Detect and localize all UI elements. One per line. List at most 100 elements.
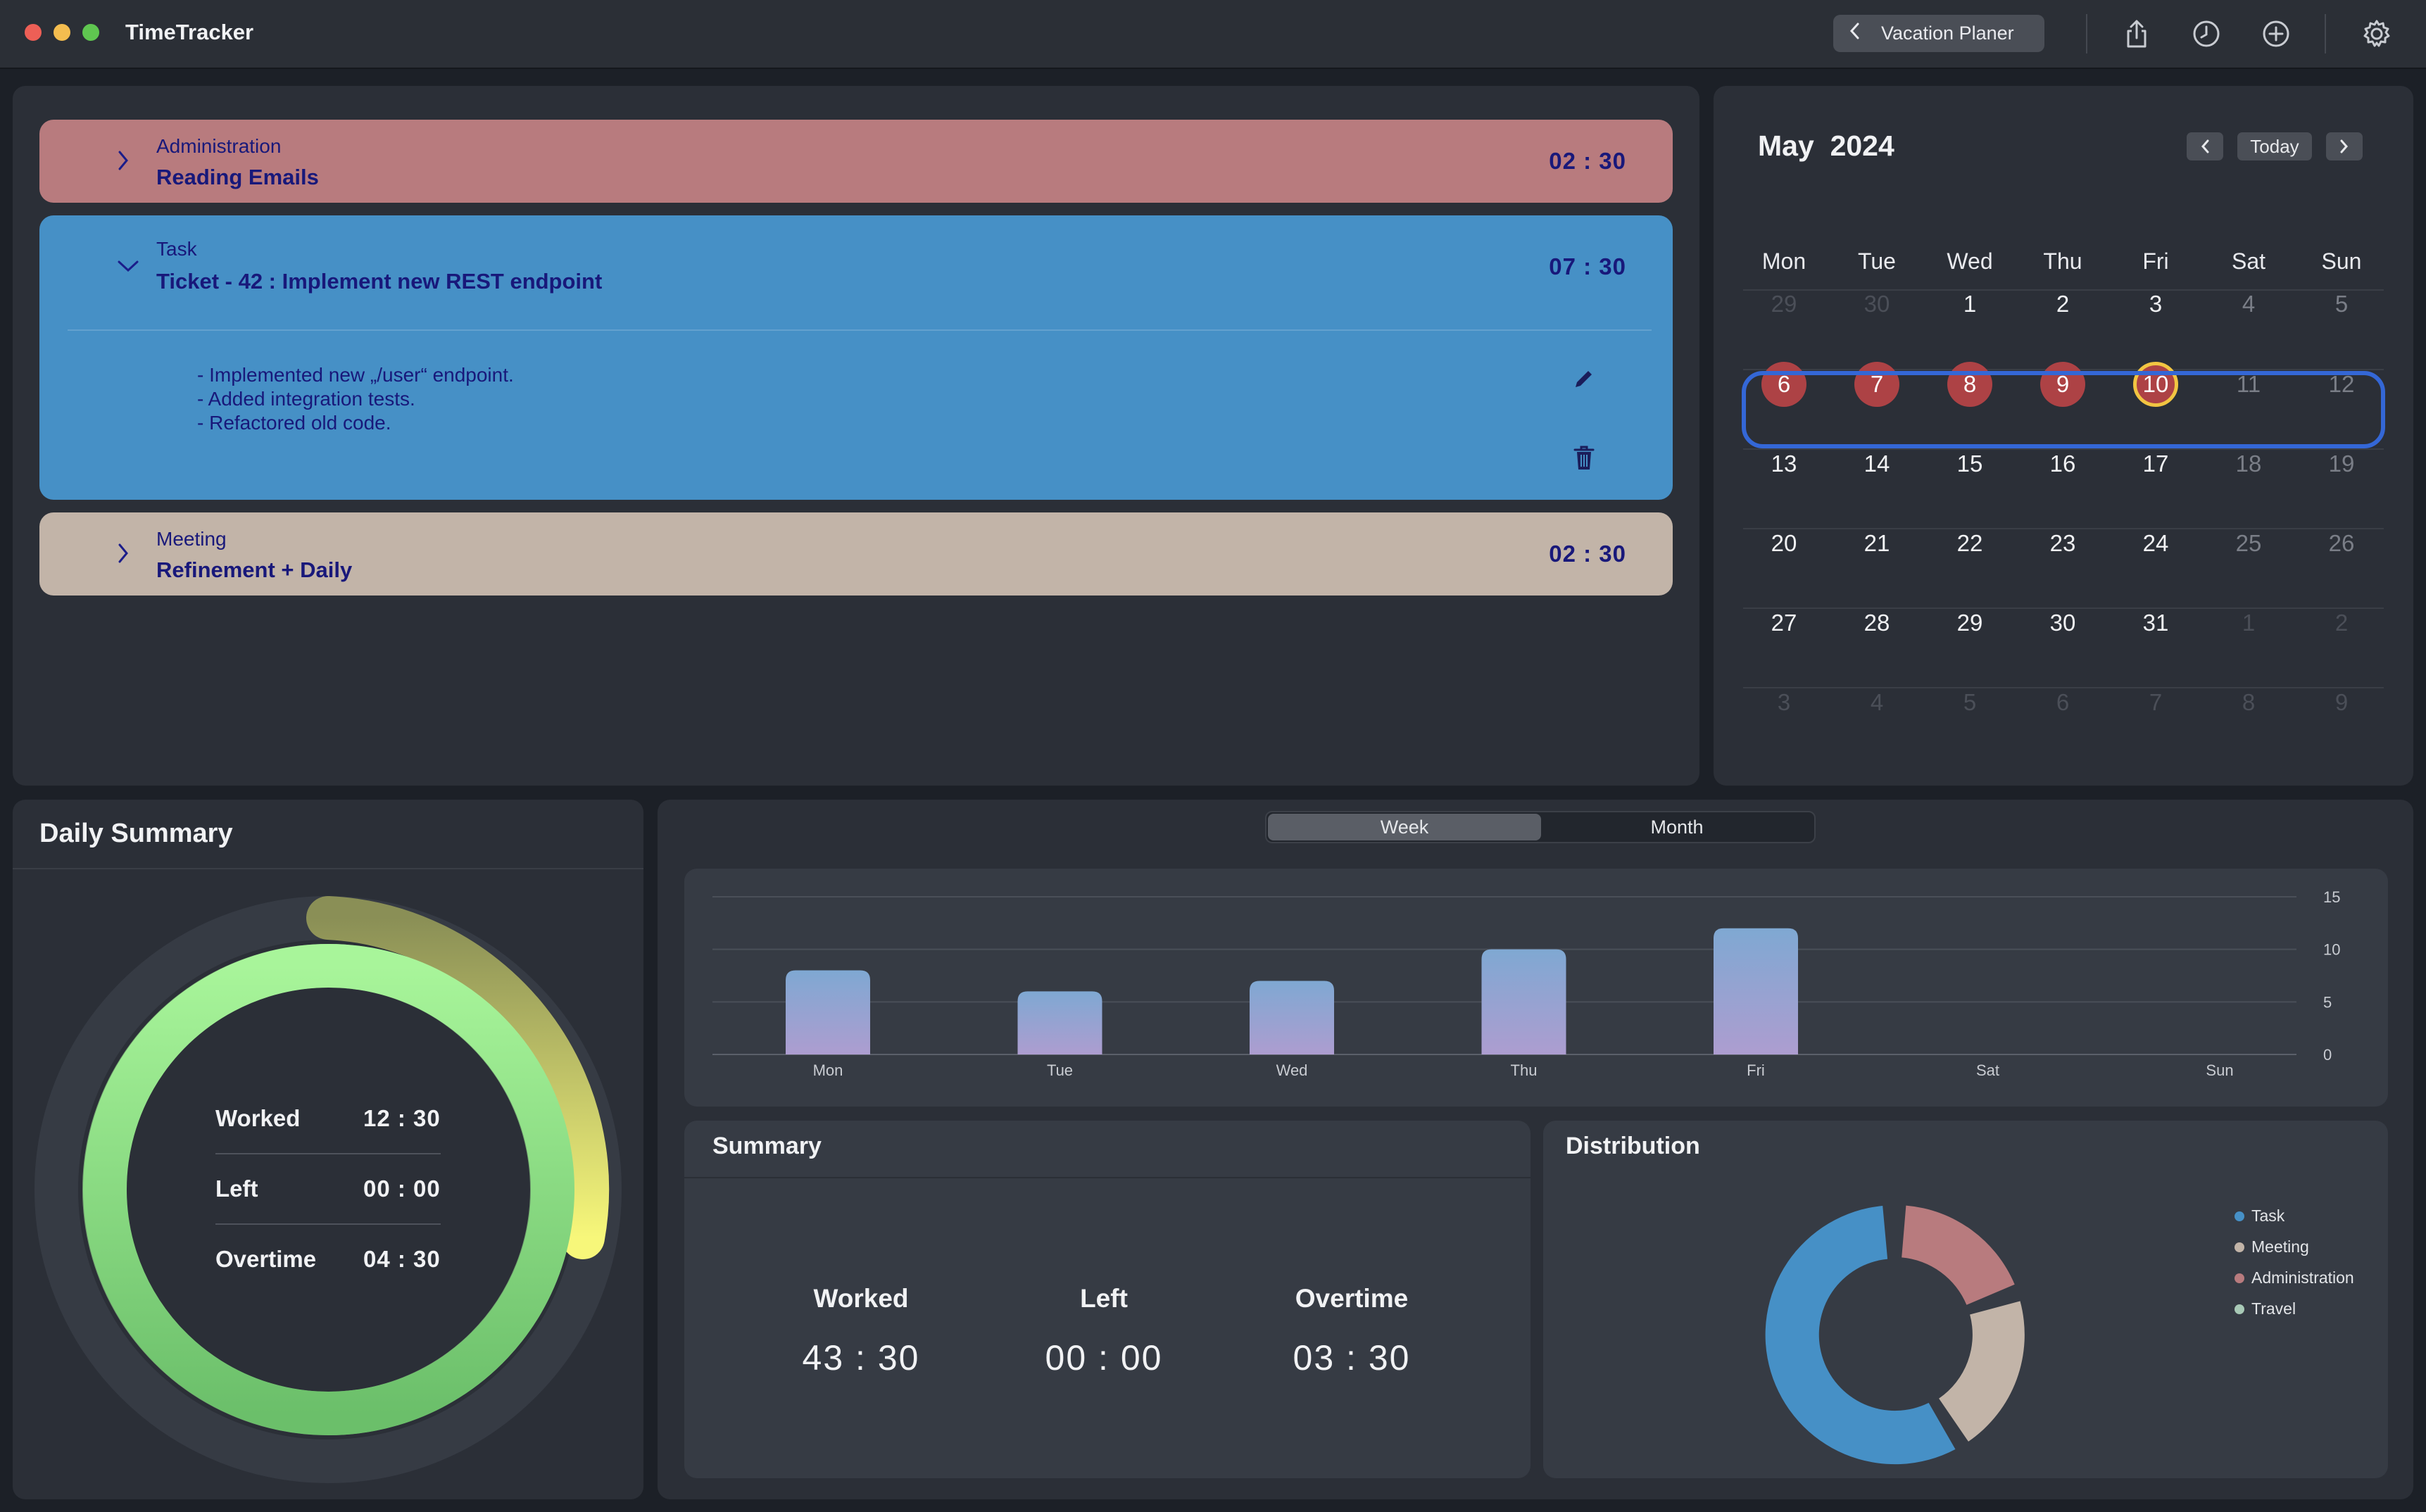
calendar-day[interactable]: 9 [2334, 689, 2349, 715]
entry-notes: - Implemented new „/user“ endpoint. - Ad… [197, 363, 514, 435]
calendar-day[interactable]: 9 [2016, 360, 2109, 409]
chart-bar-fri[interactable] [1714, 928, 1798, 1054]
calendar-day[interactable]: 19 [2328, 451, 2355, 477]
close-window-button[interactable] [25, 24, 42, 41]
calendar-month: May [1758, 130, 1814, 162]
entry-meeting[interactable]: Meeting Refinement + Daily 02 : 30 [39, 512, 1673, 596]
calendar-day[interactable]: 16 [2049, 451, 2076, 477]
calendar-row-divider [1743, 528, 2384, 529]
calendar-day[interactable]: 3 [1777, 689, 1791, 715]
calendar-day[interactable]: 2 [2056, 291, 2070, 317]
share-icon[interactable] [2118, 15, 2155, 52]
calendar-day[interactable]: 10 [2109, 360, 2202, 409]
y-tick-label: 10 [2323, 941, 2340, 959]
x-tick-label: Mon [813, 1061, 843, 1079]
vacation-planer-back-button[interactable]: Vacation Planer [1833, 15, 2044, 52]
chart-bar-wed[interactable] [1250, 981, 1334, 1054]
calendar-day[interactable]: 12 [2328, 371, 2355, 397]
calendar-day[interactable]: 28 [1864, 610, 1890, 636]
add-icon[interactable] [2258, 15, 2294, 52]
calendar-day[interactable]: 1 [1963, 291, 1977, 317]
chart-bar-thu[interactable] [1481, 949, 1566, 1054]
calendar-day[interactable]: 7 [1830, 360, 1923, 409]
entry-category: Administration [156, 135, 282, 157]
zoom-window-button[interactable] [82, 24, 99, 41]
calendar-day[interactable]: 5 [1963, 689, 1977, 715]
worked-ring-arc [83, 944, 574, 1435]
gear-icon[interactable] [2358, 15, 2395, 52]
note-line: - Added integration tests. [197, 388, 415, 410]
calendar-day[interactable]: 11 [2236, 371, 2261, 397]
calendar-day[interactable]: 8 [1923, 360, 2016, 409]
period-segmented-control: Week Month [1265, 811, 1816, 843]
chart-bar-tue[interactable] [1017, 991, 1102, 1054]
calendar-day[interactable]: 31 [2142, 610, 2169, 636]
calendar-day[interactable]: 4 [1870, 689, 1884, 715]
calendar-day[interactable]: 5 [2334, 291, 2349, 317]
calendar-day[interactable]: 29 [1956, 610, 1983, 636]
pencil-icon[interactable] [1571, 367, 1595, 395]
entry-task[interactable]: Task Ticket - 42 : Implement new REST en… [39, 215, 1673, 500]
calendar-day[interactable]: 30 [1864, 291, 1890, 317]
calendar-day[interactable]: 30 [2049, 610, 2076, 636]
calendar-day[interactable]: 24 [2142, 530, 2169, 556]
calendar-day[interactable]: 26 [2328, 530, 2355, 556]
chevron-right-icon[interactable] [117, 542, 130, 568]
x-tick-label: Sun [2206, 1061, 2233, 1079]
calendar-day[interactable]: 13 [1771, 451, 1797, 477]
calendar-day[interactable]: 14 [1864, 451, 1890, 477]
calendar-day[interactable]: 17 [2142, 451, 2169, 477]
chevron-left-icon [1849, 22, 1860, 45]
x-tick-label: Sat [1976, 1061, 1999, 1079]
x-tick-label: Thu [1511, 1061, 1538, 1079]
logged-day-marker: 8 [1947, 362, 1992, 407]
chevron-right-icon [2340, 139, 2348, 153]
calendar-row-divider [1743, 687, 2384, 688]
entry-category: Task [156, 238, 197, 260]
entry-title: Ticket - 42 : Implement new REST endpoin… [156, 269, 603, 294]
next-month-button[interactable] [2326, 132, 2363, 160]
calendar-day[interactable]: 15 [1956, 451, 1983, 477]
title-bar: TimeTracker Vacation Planer [0, 0, 2426, 69]
chevron-down-icon[interactable] [117, 259, 139, 277]
prev-month-button[interactable] [2187, 132, 2223, 160]
calendar-day[interactable]: 29 [1771, 291, 1797, 317]
clock-icon[interactable] [2188, 15, 2225, 52]
legend-label: Travel [2251, 1299, 2296, 1318]
calendar-day[interactable]: 21 [1864, 530, 1890, 556]
calendar-day[interactable]: 6 [2056, 689, 2070, 715]
legend-dot [2235, 1304, 2244, 1314]
weekday-header: Sat [2231, 248, 2266, 274]
today-button[interactable]: Today [2237, 132, 2312, 160]
summary-panel: Summary Worked 43 : 30 Left 00 : 00 Over… [684, 1121, 1531, 1478]
entry-administration[interactable]: Administration Reading Emails 02 : 30 [39, 120, 1673, 203]
entry-duration: 02 : 30 [1549, 148, 1626, 174]
weekday-header: Tue [1858, 248, 1896, 274]
chart-bar-mon[interactable] [786, 970, 870, 1054]
calendar-day[interactable]: 6 [1737, 360, 1830, 409]
calendar-day[interactable]: 25 [2235, 530, 2262, 556]
summary-overtime: Overtime 03 : 30 [1246, 1284, 1457, 1378]
calendar-day[interactable]: 3 [2149, 291, 2163, 317]
calendar-day[interactable]: 8 [2242, 689, 2256, 715]
summary-worked: Worked 43 : 30 [755, 1284, 967, 1378]
calendar-day[interactable]: 20 [1771, 530, 1797, 556]
calendar-day[interactable]: 4 [2242, 291, 2256, 317]
calendar-day[interactable]: 18 [2235, 451, 2262, 477]
minimize-window-button[interactable] [54, 24, 70, 41]
calendar-day[interactable]: 22 [1956, 530, 1983, 556]
calendar-day[interactable]: 27 [1771, 610, 1797, 636]
overtime-ring-arc [306, 896, 610, 1259]
calendar-day[interactable]: 1 [2242, 610, 2256, 636]
tab-week[interactable]: Week [1268, 814, 1541, 840]
y-tick-label: 15 [2323, 888, 2340, 906]
calendar-day[interactable]: 23 [2049, 530, 2076, 556]
calendar-day[interactable]: 2 [2334, 610, 2349, 636]
chevron-right-icon[interactable] [117, 149, 130, 175]
legend-item-travel: Travel [2235, 1299, 2296, 1318]
tab-month[interactable]: Month [1650, 816, 1704, 838]
trash-icon[interactable] [1573, 445, 1595, 475]
distribution-title: Distribution [1566, 1133, 1700, 1159]
calendar-day[interactable]: 7 [2149, 689, 2163, 715]
summary-overtime-label: Overtime [1295, 1284, 1409, 1313]
